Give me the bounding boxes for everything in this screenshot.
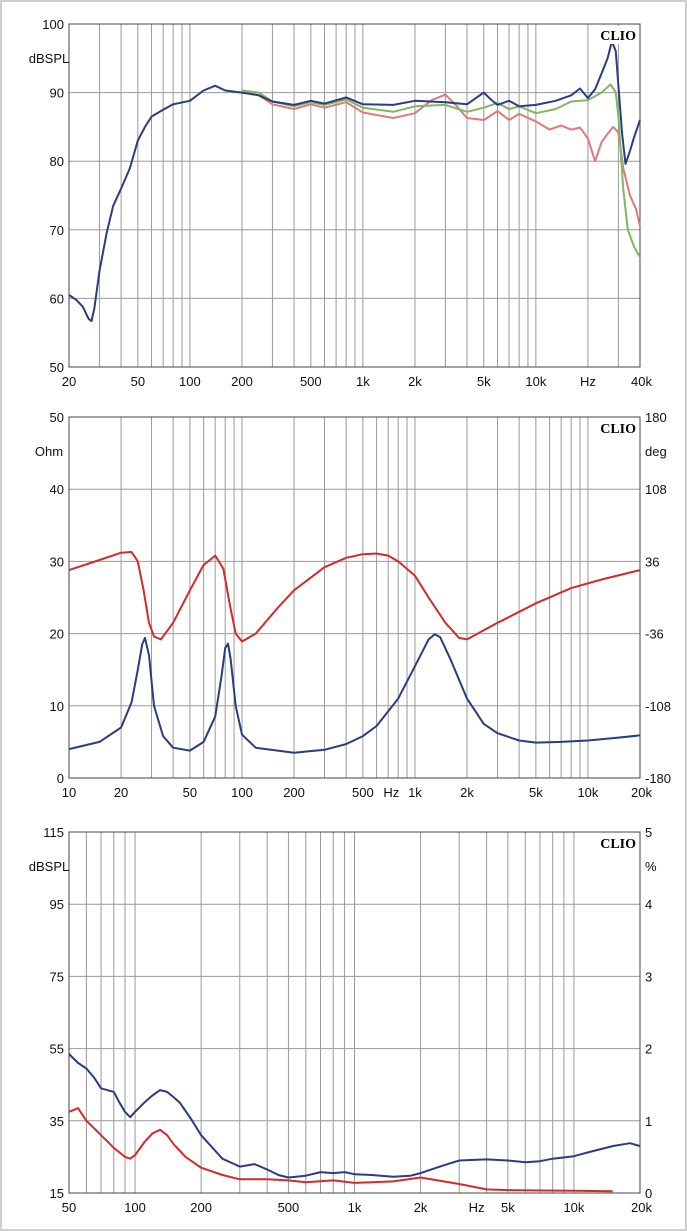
y2-tick-label: 0 <box>645 1186 652 1201</box>
y-tick-label: 70 <box>50 223 64 238</box>
brand-backdrop <box>593 26 638 44</box>
x-tick-label: 2k <box>408 374 422 389</box>
x-tick-label: 500 <box>300 374 322 389</box>
y-axis-unit: dBSPL <box>29 859 69 874</box>
series-line-3 <box>68 40 641 322</box>
x-tick-label: 5k <box>477 374 491 389</box>
y-axis-unit: dBSPL <box>29 51 69 66</box>
x-tick-label: 2k <box>460 785 474 800</box>
y-tick-label: 80 <box>50 154 64 169</box>
series-line-1 <box>68 1053 641 1179</box>
clio-brand-label: CLIO <box>600 422 636 437</box>
x-tick-label: 20 <box>114 785 128 800</box>
x-tick-label: 500 <box>278 1200 300 1215</box>
series-line-2 <box>68 633 641 754</box>
y-tick-label: 20 <box>50 627 64 642</box>
y-tick-label: 60 <box>50 291 64 306</box>
x-unit-label: Hz <box>383 785 399 800</box>
x-tick-label: 20 <box>62 374 76 389</box>
x-tick-label: 100 <box>124 1200 146 1215</box>
x-unit-label: Hz <box>469 1200 485 1215</box>
series-line-1 <box>241 89 641 227</box>
x-tick-label: 20k <box>631 1200 652 1215</box>
x-tick-label: 50 <box>131 374 145 389</box>
x-tick-label: 50 <box>62 1200 76 1215</box>
plot-frame <box>68 416 641 779</box>
x-tick-label: 10k <box>525 374 546 389</box>
y-tick-label: 90 <box>50 86 64 101</box>
y-tick-label: 95 <box>50 897 64 912</box>
y-tick-label: 0 <box>57 771 64 786</box>
plot-frame <box>68 831 641 1194</box>
series-line-1 <box>68 551 641 643</box>
x-tick-label: 500 <box>352 785 374 800</box>
plot-frame <box>68 23 641 368</box>
x-tick-label: 10k <box>577 785 598 800</box>
y2-tick-label: 180 <box>645 410 667 425</box>
x-tick-label: 100 <box>231 785 253 800</box>
chart-3: 15 35 55 75 95 115 0 1 2 3 4 5 50 100 200 500 1k 2k 5k 10k 2… <box>29 825 657 1215</box>
y-tick-label: 115 <box>43 825 64 840</box>
y-tick-label: 10 <box>50 699 64 714</box>
y-tick-label: 35 <box>50 1114 64 1129</box>
y2-tick-label: 2 <box>645 1042 652 1057</box>
x-tick-label: 1k <box>408 785 422 800</box>
x-tick-label: 200 <box>190 1200 212 1215</box>
brand-backdrop <box>593 834 638 852</box>
x-unit-label: Hz <box>580 374 596 389</box>
y2-tick-label: 5 <box>645 825 652 840</box>
y-tick-label: 100 <box>42 17 64 32</box>
y-tick-label: 40 <box>50 482 64 497</box>
series-line-2 <box>241 83 641 258</box>
y2-tick-label: 4 <box>645 897 652 912</box>
y-axis-unit: Ohm <box>35 444 63 459</box>
x-tick-label: 5k <box>529 785 543 800</box>
x-tick-label: 20k <box>631 785 652 800</box>
brand-backdrop <box>593 419 638 437</box>
x-tick-label: 5k <box>501 1200 515 1215</box>
x-tick-label: 1k <box>356 374 370 389</box>
x-tick-label: 200 <box>283 785 305 800</box>
y-tick-label: 55 <box>50 1042 64 1057</box>
x-tick-label: 100 <box>179 374 201 389</box>
x-tick-label: 2k <box>414 1200 428 1215</box>
y-tick-label: 50 <box>50 360 64 375</box>
series-line-2 <box>68 1107 613 1193</box>
y2-axis-unit: deg <box>645 444 667 459</box>
y2-axis-unit: % <box>645 859 657 874</box>
y2-tick-label: 1 <box>645 1114 652 1129</box>
y2-tick-label: -36 <box>645 627 664 642</box>
x-tick-label: 10 <box>62 785 76 800</box>
y-tick-label: 30 <box>50 554 64 569</box>
y-tick-label: 50 <box>50 410 64 425</box>
clio-brand-label: CLIO <box>600 837 636 852</box>
x-tick-label: 10k <box>563 1200 584 1215</box>
y2-tick-label: 108 <box>645 482 667 497</box>
y2-tick-label: 3 <box>645 969 652 984</box>
x-tick-label: 50 <box>183 785 197 800</box>
y2-tick-label: 36 <box>645 554 659 569</box>
x-tick-label: 1k <box>348 1200 362 1215</box>
y2-tick-label: -180 <box>645 771 671 786</box>
y-tick-label: 75 <box>50 969 64 984</box>
clio-brand-label: CLIO <box>600 29 636 44</box>
y2-tick-label: -108 <box>645 699 671 714</box>
y-tick-label: 15 <box>50 1186 64 1201</box>
x-tick-label: 200 <box>231 374 253 389</box>
x-tick-label: 40k <box>631 374 652 389</box>
